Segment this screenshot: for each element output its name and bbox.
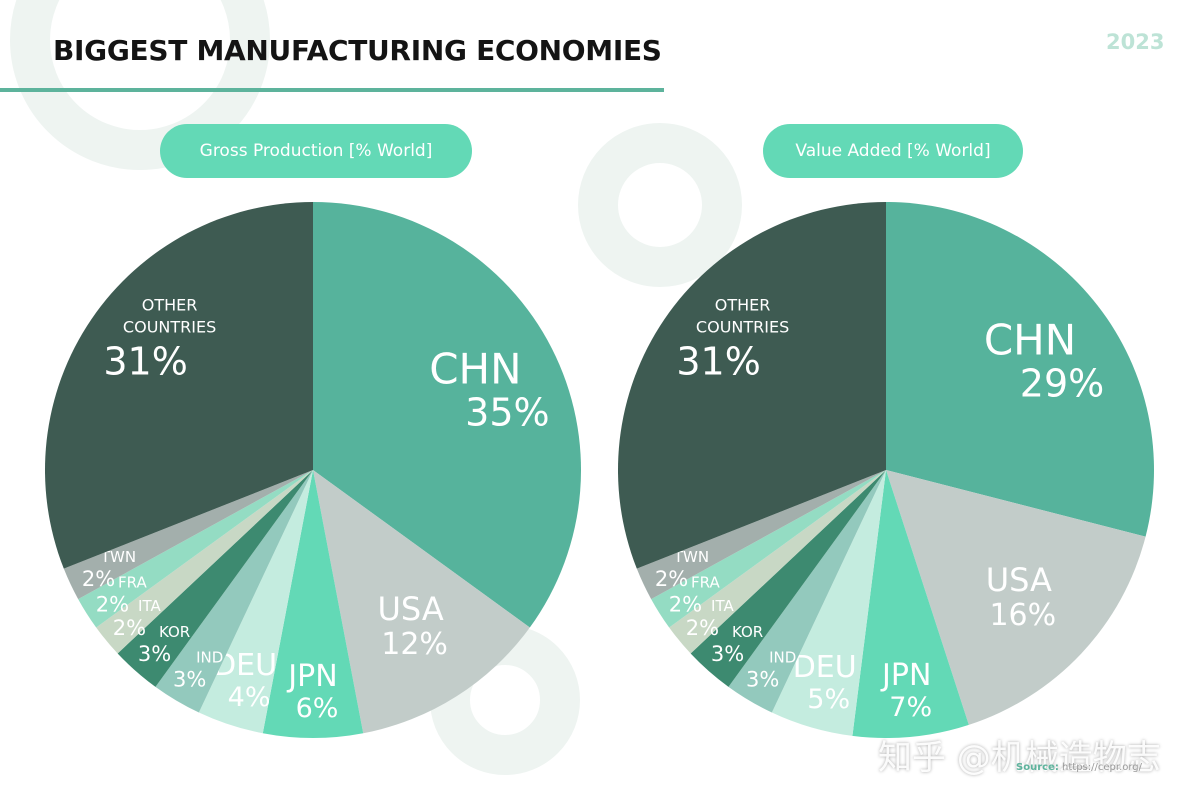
slice-value-ind: 3% <box>746 667 779 691</box>
pie-slice-ita <box>96 470 314 654</box>
slice-value-jpn: 6% <box>296 693 339 724</box>
pie-slice-other-countries <box>44 201 313 569</box>
year-label: 2023 <box>1106 30 1165 54</box>
source-note: Source: https://cepr.org/ <box>1016 762 1142 773</box>
slice-value-chn: 35% <box>465 390 549 434</box>
pie-slice-usa <box>886 470 1146 725</box>
slice-name-ind: IND <box>196 648 223 666</box>
slice-name-other-countries-line-1: COUNTRIES <box>696 318 789 337</box>
slice-value-deu: 4% <box>228 682 271 713</box>
slice-value-fra: 2% <box>96 593 129 617</box>
title-underline <box>0 88 664 92</box>
slice-value-twn: 2% <box>655 567 688 591</box>
chart-title-value-added: Value Added [% World] <box>763 124 1023 178</box>
slice-value-deu: 5% <box>807 684 850 715</box>
pie-slice-ind <box>728 470 886 713</box>
slice-name-chn: CHN <box>984 315 1076 364</box>
slice-name-deu: DEU <box>793 650 857 685</box>
slice-name-kor: KOR <box>732 623 763 641</box>
slice-value-ita: 2% <box>113 616 146 640</box>
slice-value-kor: 3% <box>138 642 171 666</box>
gear-icon <box>10 0 270 170</box>
pie-slice-fra <box>78 470 314 628</box>
pie-slice-fra <box>651 470 886 628</box>
slice-name-ita: ITA <box>711 597 734 615</box>
slice-name-jpn: JPN <box>880 658 931 693</box>
slice-name-other-countries-line-1: COUNTRIES <box>123 318 216 337</box>
slice-value-ita: 2% <box>686 616 719 640</box>
slice-name-kor: KOR <box>159 623 190 641</box>
slice-name-usa: USA <box>986 561 1052 599</box>
pie-slice-ita <box>669 470 886 654</box>
slice-name-ita: ITA <box>138 597 161 615</box>
slice-value-ind: 3% <box>173 667 206 691</box>
pie-slice-jpn <box>262 470 364 738</box>
slice-name-twn: TWN <box>673 548 709 566</box>
pie-slice-jpn <box>852 470 969 739</box>
slice-value-usa: 16% <box>989 598 1056 633</box>
pie-slice-twn <box>63 470 313 600</box>
source-url: https://cepr.org/ <box>1062 762 1143 773</box>
pie-slice-other-countries <box>617 201 886 569</box>
source-label: Source: <box>1016 762 1059 773</box>
slice-value-jpn: 7% <box>889 692 932 723</box>
pie-slice-usa <box>313 470 530 734</box>
slice-value-twn: 2% <box>82 567 115 591</box>
pie-slice-ind <box>155 470 313 713</box>
pie-slice-deu <box>198 470 313 734</box>
pie-slice-kor <box>117 470 313 687</box>
slice-name-ind: IND <box>769 648 796 666</box>
slice-name-twn: TWN <box>100 548 136 566</box>
slice-value-other-countries: 31% <box>103 340 187 384</box>
slice-name-jpn: JPN <box>286 659 337 694</box>
slice-value-other-countries: 31% <box>676 340 760 384</box>
watermark: 知乎 @机械造物志 <box>878 738 1161 778</box>
pie-slice-twn <box>636 470 886 600</box>
slice-value-usa: 12% <box>381 627 448 662</box>
slice-name-chn: CHN <box>429 344 521 393</box>
slice-name-fra: FRA <box>691 574 720 592</box>
page-title: BIGGEST MANUFACTURING ECONOMIES <box>53 34 662 67</box>
slice-name-fra: FRA <box>118 574 147 592</box>
pie-slice-deu <box>771 470 886 736</box>
chart-title-gross-production: Gross Production [% World] <box>160 124 472 178</box>
slice-value-fra: 2% <box>669 593 702 617</box>
slice-name-other-countries-line-0: OTHER <box>715 296 771 315</box>
pie-slice-chn <box>313 202 582 628</box>
slice-name-usa: USA <box>377 590 443 628</box>
pie-slice-kor <box>690 470 886 687</box>
pie-slice-chn <box>886 202 1154 537</box>
gear-icon <box>578 123 742 287</box>
slice-value-chn: 29% <box>1020 361 1104 405</box>
slice-value-kor: 3% <box>711 642 744 666</box>
slice-name-other-countries-line-0: OTHER <box>142 296 198 315</box>
